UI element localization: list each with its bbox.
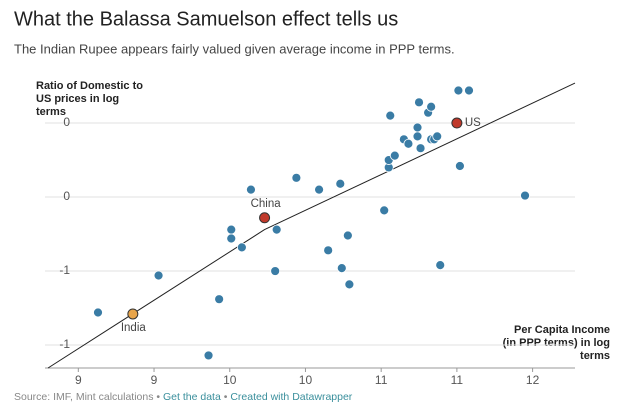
x-axis-label-line: Per Capita Income: [514, 324, 610, 336]
highlight-point: [259, 212, 271, 224]
point: [93, 307, 103, 318]
y-tick-label: -1: [59, 337, 70, 351]
x-axis-label: Per Capita Income(in PPP terms) in logte…: [503, 324, 610, 362]
point: [342, 230, 353, 241]
highlight-point: [127, 308, 139, 320]
point: [271, 224, 282, 235]
point: [412, 122, 423, 133]
separator: •: [156, 391, 160, 403]
x-tick-label: 11: [375, 373, 388, 387]
x-tick-label: 9: [75, 373, 82, 387]
point: [414, 97, 424, 108]
point: [389, 150, 400, 161]
x-tick-label: 10: [223, 373, 237, 387]
point: [455, 161, 465, 171]
y-axis-label-line: terms: [36, 106, 66, 118]
y-axis-label-line: Ratio of Domestic to: [36, 80, 143, 92]
highlight-label: China: [251, 198, 282, 210]
y-axis-label-line: US prices in log: [36, 93, 119, 105]
point: [323, 245, 334, 256]
link[interactable]: Created with Datawrapper: [230, 391, 352, 403]
point: [336, 263, 347, 273]
point: [214, 294, 225, 305]
point: [236, 242, 247, 253]
point: [226, 224, 237, 235]
point: [226, 233, 237, 244]
point: [412, 131, 423, 142]
point: [344, 279, 355, 290]
highlight-label: US: [465, 117, 481, 129]
source: Source: IMF, Mint calculations: [14, 391, 153, 403]
point: [385, 110, 396, 121]
x-tick-label: 11: [451, 373, 464, 387]
point: [270, 266, 281, 276]
chart-title: What the Balassa Samuelson effect tells …: [14, 8, 398, 30]
point: [464, 85, 474, 96]
y-tick-label: 0: [63, 115, 70, 129]
chart-subtitle: The Indian Rupee appears fairly valued g…: [14, 41, 455, 56]
x-tick-label: 9: [151, 373, 158, 387]
trend-line: [47, 82, 576, 369]
point: [403, 138, 414, 149]
point: [435, 260, 446, 271]
x-tick-label: 10: [299, 373, 313, 387]
x-tick-label: 12: [526, 373, 540, 387]
point: [520, 190, 530, 201]
link[interactable]: Get the data: [163, 391, 221, 403]
footer: Source: IMF, Mint calculations • Get the…: [14, 391, 353, 403]
point: [335, 178, 346, 189]
y-tick-label: -1: [59, 263, 70, 277]
point: [379, 205, 390, 216]
point: [314, 184, 324, 195]
point: [415, 143, 426, 154]
highlight-point: [451, 117, 463, 129]
point: [426, 101, 437, 112]
point: [453, 85, 464, 96]
x-axis-label-line: terms: [580, 350, 610, 362]
highlight-label: India: [121, 322, 147, 334]
point: [203, 350, 214, 361]
y-tick-label: 0: [63, 189, 70, 203]
point: [153, 270, 164, 281]
x-axis-label-line: (in PPP terms) in log: [503, 337, 610, 349]
separator: •: [224, 391, 228, 403]
point: [246, 184, 256, 195]
point: [291, 172, 302, 183]
point: [432, 131, 443, 142]
